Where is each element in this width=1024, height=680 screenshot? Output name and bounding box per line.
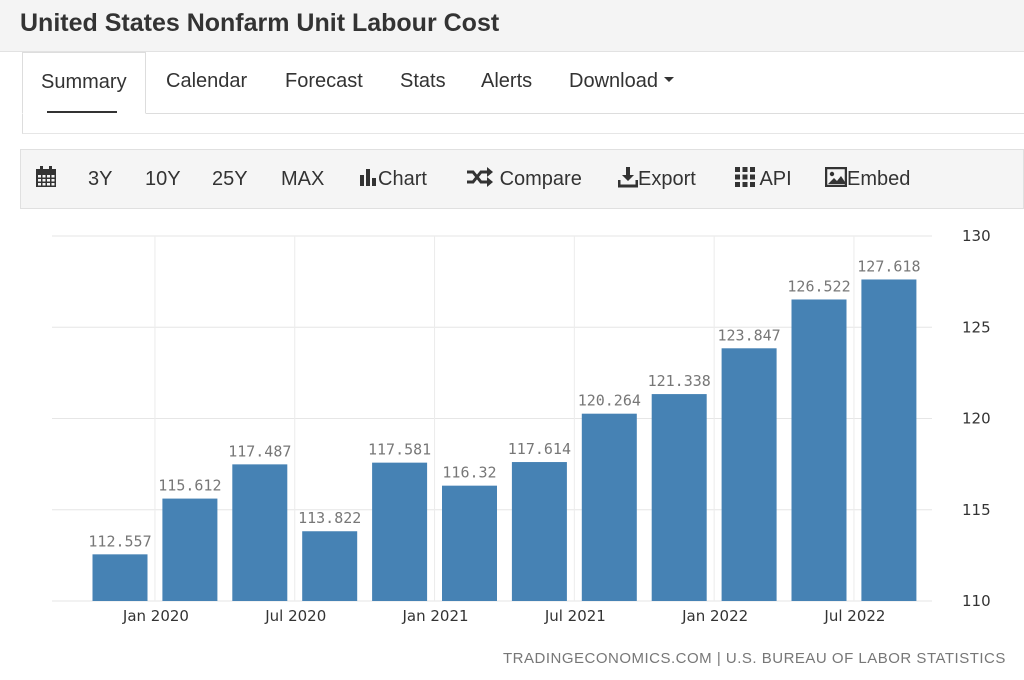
x-tick-label: Jan 2020 [122, 607, 189, 625]
bar-value-label: 126.522 [787, 277, 850, 295]
x-tick-label: Jan 2022 [681, 607, 748, 625]
tab-forecast[interactable]: Forecast [285, 52, 363, 114]
range-10y-button[interactable]: 10Y [145, 168, 181, 190]
bar [721, 348, 777, 601]
bar-value-label: 113.822 [298, 509, 361, 527]
range-max-button[interactable]: MAX [281, 168, 325, 190]
bar [372, 462, 428, 601]
y-tick-label: 115 [962, 501, 991, 519]
tab-label: Summary [41, 71, 127, 93]
y-tick-label: 125 [962, 318, 991, 336]
tab-label: Stats [400, 70, 446, 92]
tab-stats[interactable]: Stats [400, 52, 446, 114]
grid-icon [735, 166, 755, 187]
chart-toolbar: 3Y 10Y 25Y MAX Chart Compare Export [20, 149, 1024, 209]
date-picker-button[interactable] [35, 150, 57, 208]
bar [162, 498, 218, 601]
tab-label: Calendar [166, 70, 248, 92]
api-button[interactable]: API [735, 150, 792, 208]
tab-label: Alerts [481, 70, 533, 92]
calendar-icon [36, 165, 56, 187]
bar [651, 394, 707, 601]
download-icon [617, 166, 639, 188]
range-25y-button[interactable]: 25Y [212, 168, 248, 190]
bar [442, 485, 497, 601]
bar [511, 462, 567, 601]
embed-label: Embed [847, 168, 911, 190]
bar-chart: 112.557 115.612 117.487 113.822 117.581 116.3… [52, 227, 991, 625]
range-3y-button[interactable]: 3Y [88, 168, 113, 190]
tab-content-edge [22, 114, 1024, 134]
bar-value-label: 127.618 [857, 257, 920, 275]
bar [861, 279, 917, 601]
tab-label: Forecast [285, 70, 363, 92]
bar [92, 554, 148, 601]
tab-download[interactable]: Download [569, 52, 674, 114]
x-tick-label: Jan 2021 [402, 607, 469, 625]
bar [302, 531, 358, 601]
embed-button[interactable]: Embed [824, 150, 911, 208]
x-tick-label: Jul 2022 [823, 607, 885, 625]
caret-down-icon [663, 77, 674, 83]
y-tick-label: 110 [962, 592, 991, 610]
x-tick-label: Jul 2021 [544, 607, 606, 625]
y-tick-label: 120 [962, 410, 991, 428]
bar-value-label: 112.557 [88, 532, 151, 550]
export-label: Export [638, 168, 696, 190]
image-icon [824, 166, 848, 187]
bar-value-label: 115.612 [158, 477, 221, 495]
bar-value-label: 123.847 [717, 326, 780, 344]
tab-bar: Summary Calendar Forecast Stats Alerts D… [22, 52, 1024, 114]
tab-calendar[interactable]: Calendar [166, 52, 247, 114]
bar-chart-icon [360, 168, 376, 186]
bar [791, 299, 847, 601]
bar [232, 464, 288, 601]
tab-label: Download [569, 70, 658, 92]
y-tick-label: 130 [962, 227, 991, 245]
bar-value-label: 116.32 [442, 464, 496, 482]
x-tick-label: Jul 2020 [264, 607, 326, 625]
chart-label: Chart [378, 168, 427, 190]
source-credit: TRADINGECONOMICS.COM | U.S. BUREAU OF LA… [503, 650, 1006, 667]
export-button[interactable]: Export [617, 150, 696, 208]
compare-label: Compare [499, 168, 582, 190]
chart-type-button[interactable]: Chart [358, 150, 427, 208]
page-title: United States Nonfarm Unit Labour Cost [20, 9, 500, 37]
bar-value-label: 121.338 [648, 372, 711, 390]
shuffle-icon [467, 166, 493, 187]
api-label: API [759, 168, 792, 190]
bar-value-label: 117.487 [228, 442, 291, 460]
bar-value-label: 117.614 [508, 440, 571, 458]
tab-summary[interactable]: Summary [22, 52, 146, 114]
title-bar: United States Nonfarm Unit Labour Cost [0, 0, 1024, 52]
bar-value-label: 117.581 [368, 441, 431, 459]
tab-alerts[interactable]: Alerts [481, 52, 532, 114]
compare-button[interactable]: Compare [466, 150, 582, 208]
bar [581, 413, 637, 601]
bar-value-label: 120.264 [578, 392, 641, 410]
